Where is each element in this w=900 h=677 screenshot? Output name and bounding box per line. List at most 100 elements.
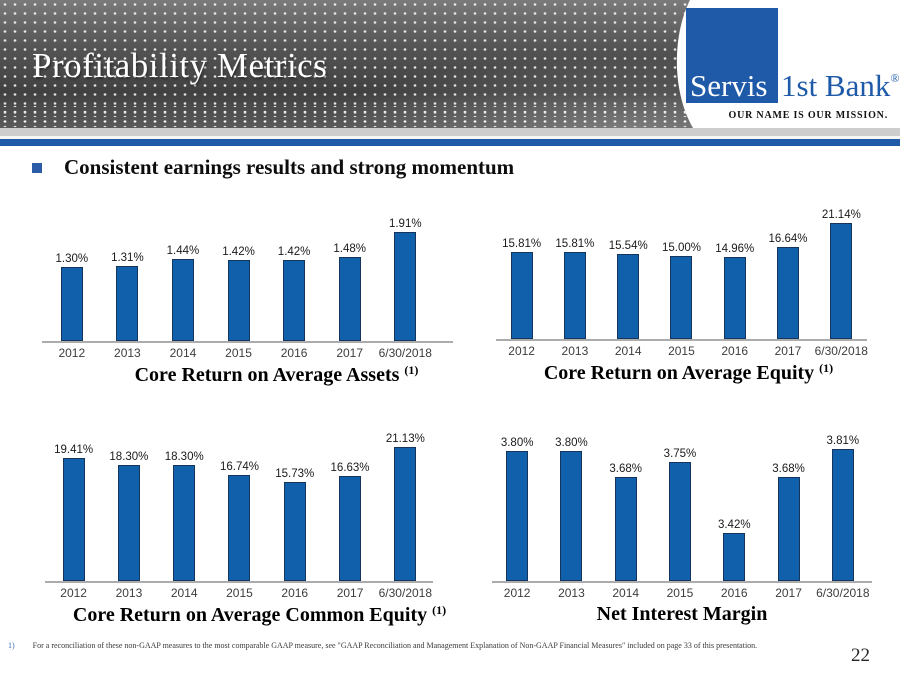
footnote: 1) For a reconciliation of these non-GAAP… (8, 641, 888, 650)
bar-column: 1.44% (155, 245, 211, 341)
x-axis-tick-label: 2013 (558, 586, 585, 600)
bar (227, 260, 250, 341)
bar-column: 3.80% (490, 437, 544, 581)
x-axis-tick-label: 6/30/2018 (816, 586, 870, 600)
bullet-text: Consistent earnings results and strong m… (64, 155, 515, 179)
x-axis-tick-label: 2012 (503, 586, 531, 600)
header-divider-gap (0, 136, 900, 139)
x-axis-tick-label: 2017 (336, 346, 364, 360)
bar-column: 18.30% (157, 451, 212, 581)
bar-value-label: 3.68% (609, 463, 642, 475)
bar-value-label: 1.31% (111, 252, 144, 264)
bar (283, 482, 306, 581)
bar (777, 247, 800, 339)
bar-value-label: 19.41% (54, 444, 94, 456)
x-axis-tick-label: 6/30/2018 (814, 344, 868, 358)
x-axis-tick-label: 6/30/2018 (378, 586, 433, 600)
plot-area: 1.30% 1.31% 1.44% 1.42% 1.42% 1.48% 1.91% (44, 209, 433, 341)
bar-column: 15.73% (267, 468, 322, 581)
x-axis-labels: 2012 2013 2014 2015 2016 2017 6/30/2018 (495, 344, 868, 358)
bar-column: 21.14% (815, 209, 868, 339)
bar-value-label: 15.81% (502, 238, 542, 250)
bar-column: 19.41% (46, 444, 101, 581)
x-axis-labels: 2012 2013 2014 2015 2016 2017 6/30/2018 (46, 586, 433, 600)
bar-value-label: 3.80% (500, 437, 534, 449)
bar (60, 267, 83, 341)
chart-core-return-on-average-equity: 15.81% 15.81% 15.54% 15.00% 14.96% 16.64% 21.1… (495, 203, 868, 385)
bar-column: 14.96% (708, 243, 761, 339)
bar (116, 266, 139, 341)
x-axis-tick-label: 2014 (612, 586, 640, 600)
bar-column: 18.30% (101, 451, 156, 581)
x-axis-line (45, 581, 433, 583)
bar-column: 1.91% (377, 218, 433, 341)
x-axis-tick-label: 2013 (561, 344, 589, 358)
bar (563, 252, 586, 339)
bar (723, 533, 746, 581)
bar (394, 232, 417, 341)
bar-value-label: 1.42% (222, 246, 255, 258)
chart-title: Core Return on Average Equity (1) (543, 361, 834, 384)
bar-column: 3.68% (599, 463, 653, 581)
chart-title: Core Return on Average Assets (1) (134, 363, 419, 386)
registered-trademark-icon: ® (890, 71, 900, 85)
bar (510, 252, 533, 339)
bar-value-label: 16.63% (330, 462, 370, 474)
x-axis-tick-label: 2016 (280, 346, 308, 360)
x-axis-tick-label: 2012 (508, 344, 535, 358)
bar (228, 475, 251, 581)
bar-value-label: 15.73% (275, 468, 315, 480)
bar (668, 462, 691, 581)
bar-value-label: 15.00% (661, 242, 701, 254)
bar-column: 3.68% (761, 463, 815, 581)
logo-tagline: OUR NAME IS OUR MISSION. (728, 110, 888, 121)
bar (777, 477, 800, 581)
x-axis-line (42, 341, 453, 343)
bar-value-label: 16.74% (219, 461, 259, 473)
x-axis-tick-label: 2013 (115, 586, 143, 600)
bar (506, 451, 529, 581)
bar-value-label: 15.54% (608, 240, 648, 252)
bar (614, 477, 637, 581)
bar (171, 259, 194, 341)
x-axis-tick-label: 2015 (226, 586, 253, 600)
bar-value-label: 16.64% (768, 233, 808, 245)
bar-column: 3.80% (544, 437, 598, 581)
bar-column: 1.42% (211, 246, 267, 341)
x-axis-tick-label: 2012 (60, 586, 87, 600)
page-number: 22 (851, 645, 870, 666)
bar-value-label: 1.91% (388, 218, 422, 230)
bar-value-label: 1.42% (277, 246, 311, 258)
bar-value-label: 21.14% (821, 209, 861, 221)
bar (560, 451, 583, 581)
bar-value-label: 3.80% (555, 437, 588, 449)
bar (670, 256, 693, 339)
bar-column: 1.42% (266, 246, 322, 341)
bar-column: 1.48% (322, 243, 378, 341)
plot-area: 15.81% 15.81% 15.54% 15.00% 14.96% 16.64% 21.1… (495, 203, 868, 339)
bar (339, 476, 362, 581)
bar-value-label: 3.42% (717, 519, 751, 531)
chart-net-interest-margin: 3.80% 3.80% 3.68% 3.75% 3.42% 3.68% 3.81% 2012… (490, 429, 872, 626)
bar-value-label: 3.81% (826, 435, 860, 447)
x-axis-tick-label: 2012 (58, 346, 86, 360)
bar-value-label: 1.48% (333, 243, 366, 255)
x-axis-line (492, 581, 872, 583)
logo-blue-square: Servis (686, 8, 778, 103)
footnote-marker: 1) (8, 641, 15, 650)
footnote-text: For a reconciliation of these non-GAAP m… (32, 641, 758, 650)
bar-column: 21.13% (378, 433, 433, 581)
x-axis-tick-label: 2015 (666, 586, 694, 600)
bar (338, 257, 361, 341)
bar-column: 16.64% (761, 233, 814, 339)
bar-value-label: 3.75% (663, 448, 697, 460)
bar (831, 449, 854, 581)
bar-value-label: 3.68% (772, 463, 805, 475)
header-divider-gray (0, 128, 900, 136)
x-axis-tick-label: 2016 (721, 344, 749, 358)
x-axis-line (496, 339, 867, 341)
logo-servis-text: Servis (690, 68, 768, 103)
bar (283, 260, 306, 341)
x-axis-tick-label: 2013 (114, 346, 141, 360)
x-axis-tick-label: 2014 (614, 344, 642, 358)
